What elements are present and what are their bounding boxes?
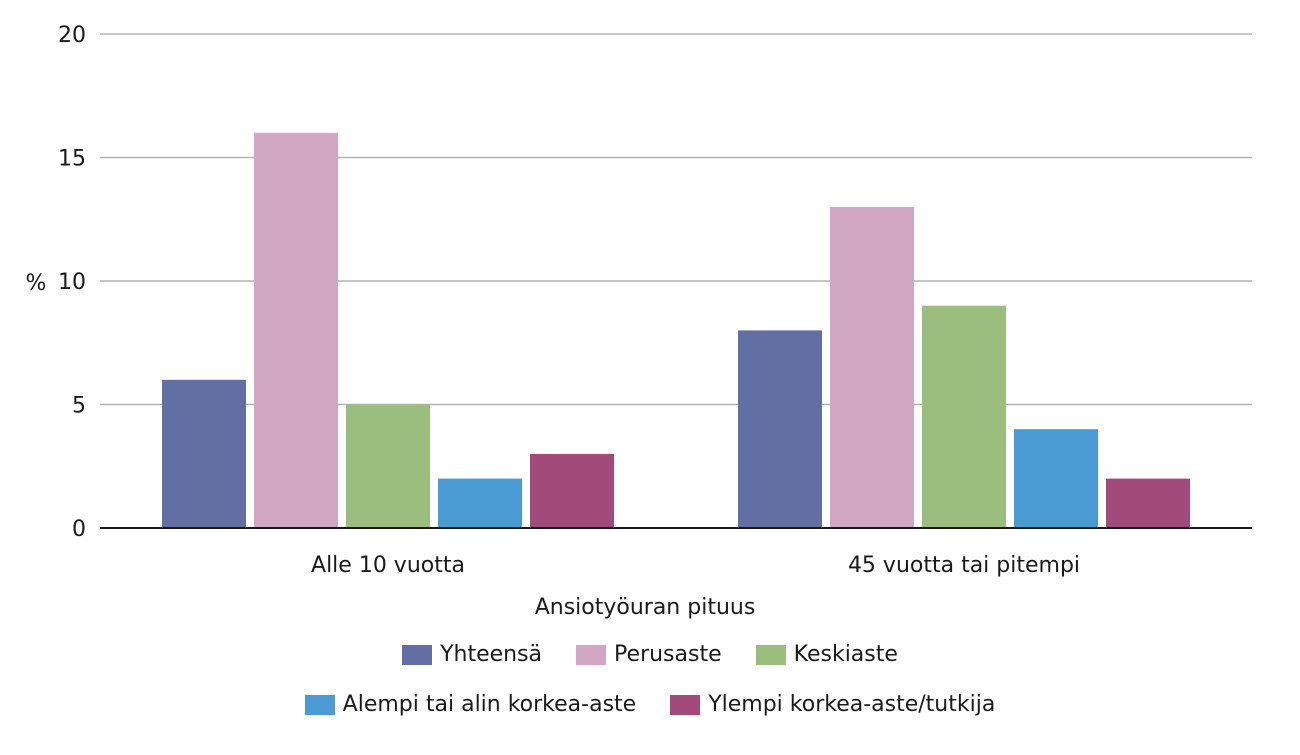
bar <box>162 379 246 528</box>
legend-label: Yhteensä <box>440 642 543 667</box>
legend-label: Alempi tai alin korkea-aste <box>342 692 637 717</box>
legend-row-1: Yhteensä Perusaste Keskiaste <box>0 640 1300 670</box>
legend-item-perusaste: Perusaste <box>576 640 722 670</box>
bar <box>530 453 614 528</box>
y-tick-label: 20 <box>58 23 86 48</box>
legend-label: Ylempi korkea-aste/tutkija <box>708 692 996 717</box>
y-tick-label: 10 <box>58 270 86 295</box>
legend-row-2: Alempi tai alin korkea-aste Ylempi korke… <box>0 690 1300 720</box>
legend-item-alempi: Alempi tai alin korkea-aste <box>304 690 637 720</box>
bar <box>1014 429 1098 528</box>
y-tick-label: 0 <box>72 517 86 542</box>
x-axis-label: Ansiotyöuran pituus <box>535 595 756 620</box>
legend-item-keskiaste: Keskiaste <box>755 640 898 670</box>
legend-swatch <box>304 695 335 715</box>
bar-chart: 0 5 10 15 20 Alle 10 vuotta 45 vuotta tai pit… <box>26 23 1252 620</box>
bar <box>830 206 914 528</box>
legend-swatch <box>402 645 433 665</box>
x-category-label: Alle 10 vuotta <box>311 553 465 578</box>
legend-item-yhteensa: Yhteensä <box>402 640 542 670</box>
legend-swatch <box>670 695 701 715</box>
legend-label: Perusaste <box>614 642 722 667</box>
bar <box>438 478 522 528</box>
bar <box>254 132 338 529</box>
y-tick-label: 5 <box>72 394 86 419</box>
y-axis-label: % <box>26 271 47 296</box>
bar <box>346 404 430 528</box>
bars <box>162 132 1190 529</box>
x-category-label: 45 vuotta tai pitempi <box>848 553 1080 578</box>
legend-swatch <box>755 645 786 665</box>
legend-swatch <box>576 645 607 665</box>
category-labels: Alle 10 vuotta 45 vuotta tai pitempi <box>311 553 1080 578</box>
legend-item-ylempi: Ylempi korkea-aste/tutkija <box>670 690 995 720</box>
bar <box>1106 478 1190 528</box>
legend-label: Keskiaste <box>793 642 898 667</box>
y-tick-label: 15 <box>58 147 86 172</box>
y-tick-labels: 0 5 10 15 20 <box>58 23 86 542</box>
bar <box>738 330 822 528</box>
bar <box>922 305 1006 528</box>
